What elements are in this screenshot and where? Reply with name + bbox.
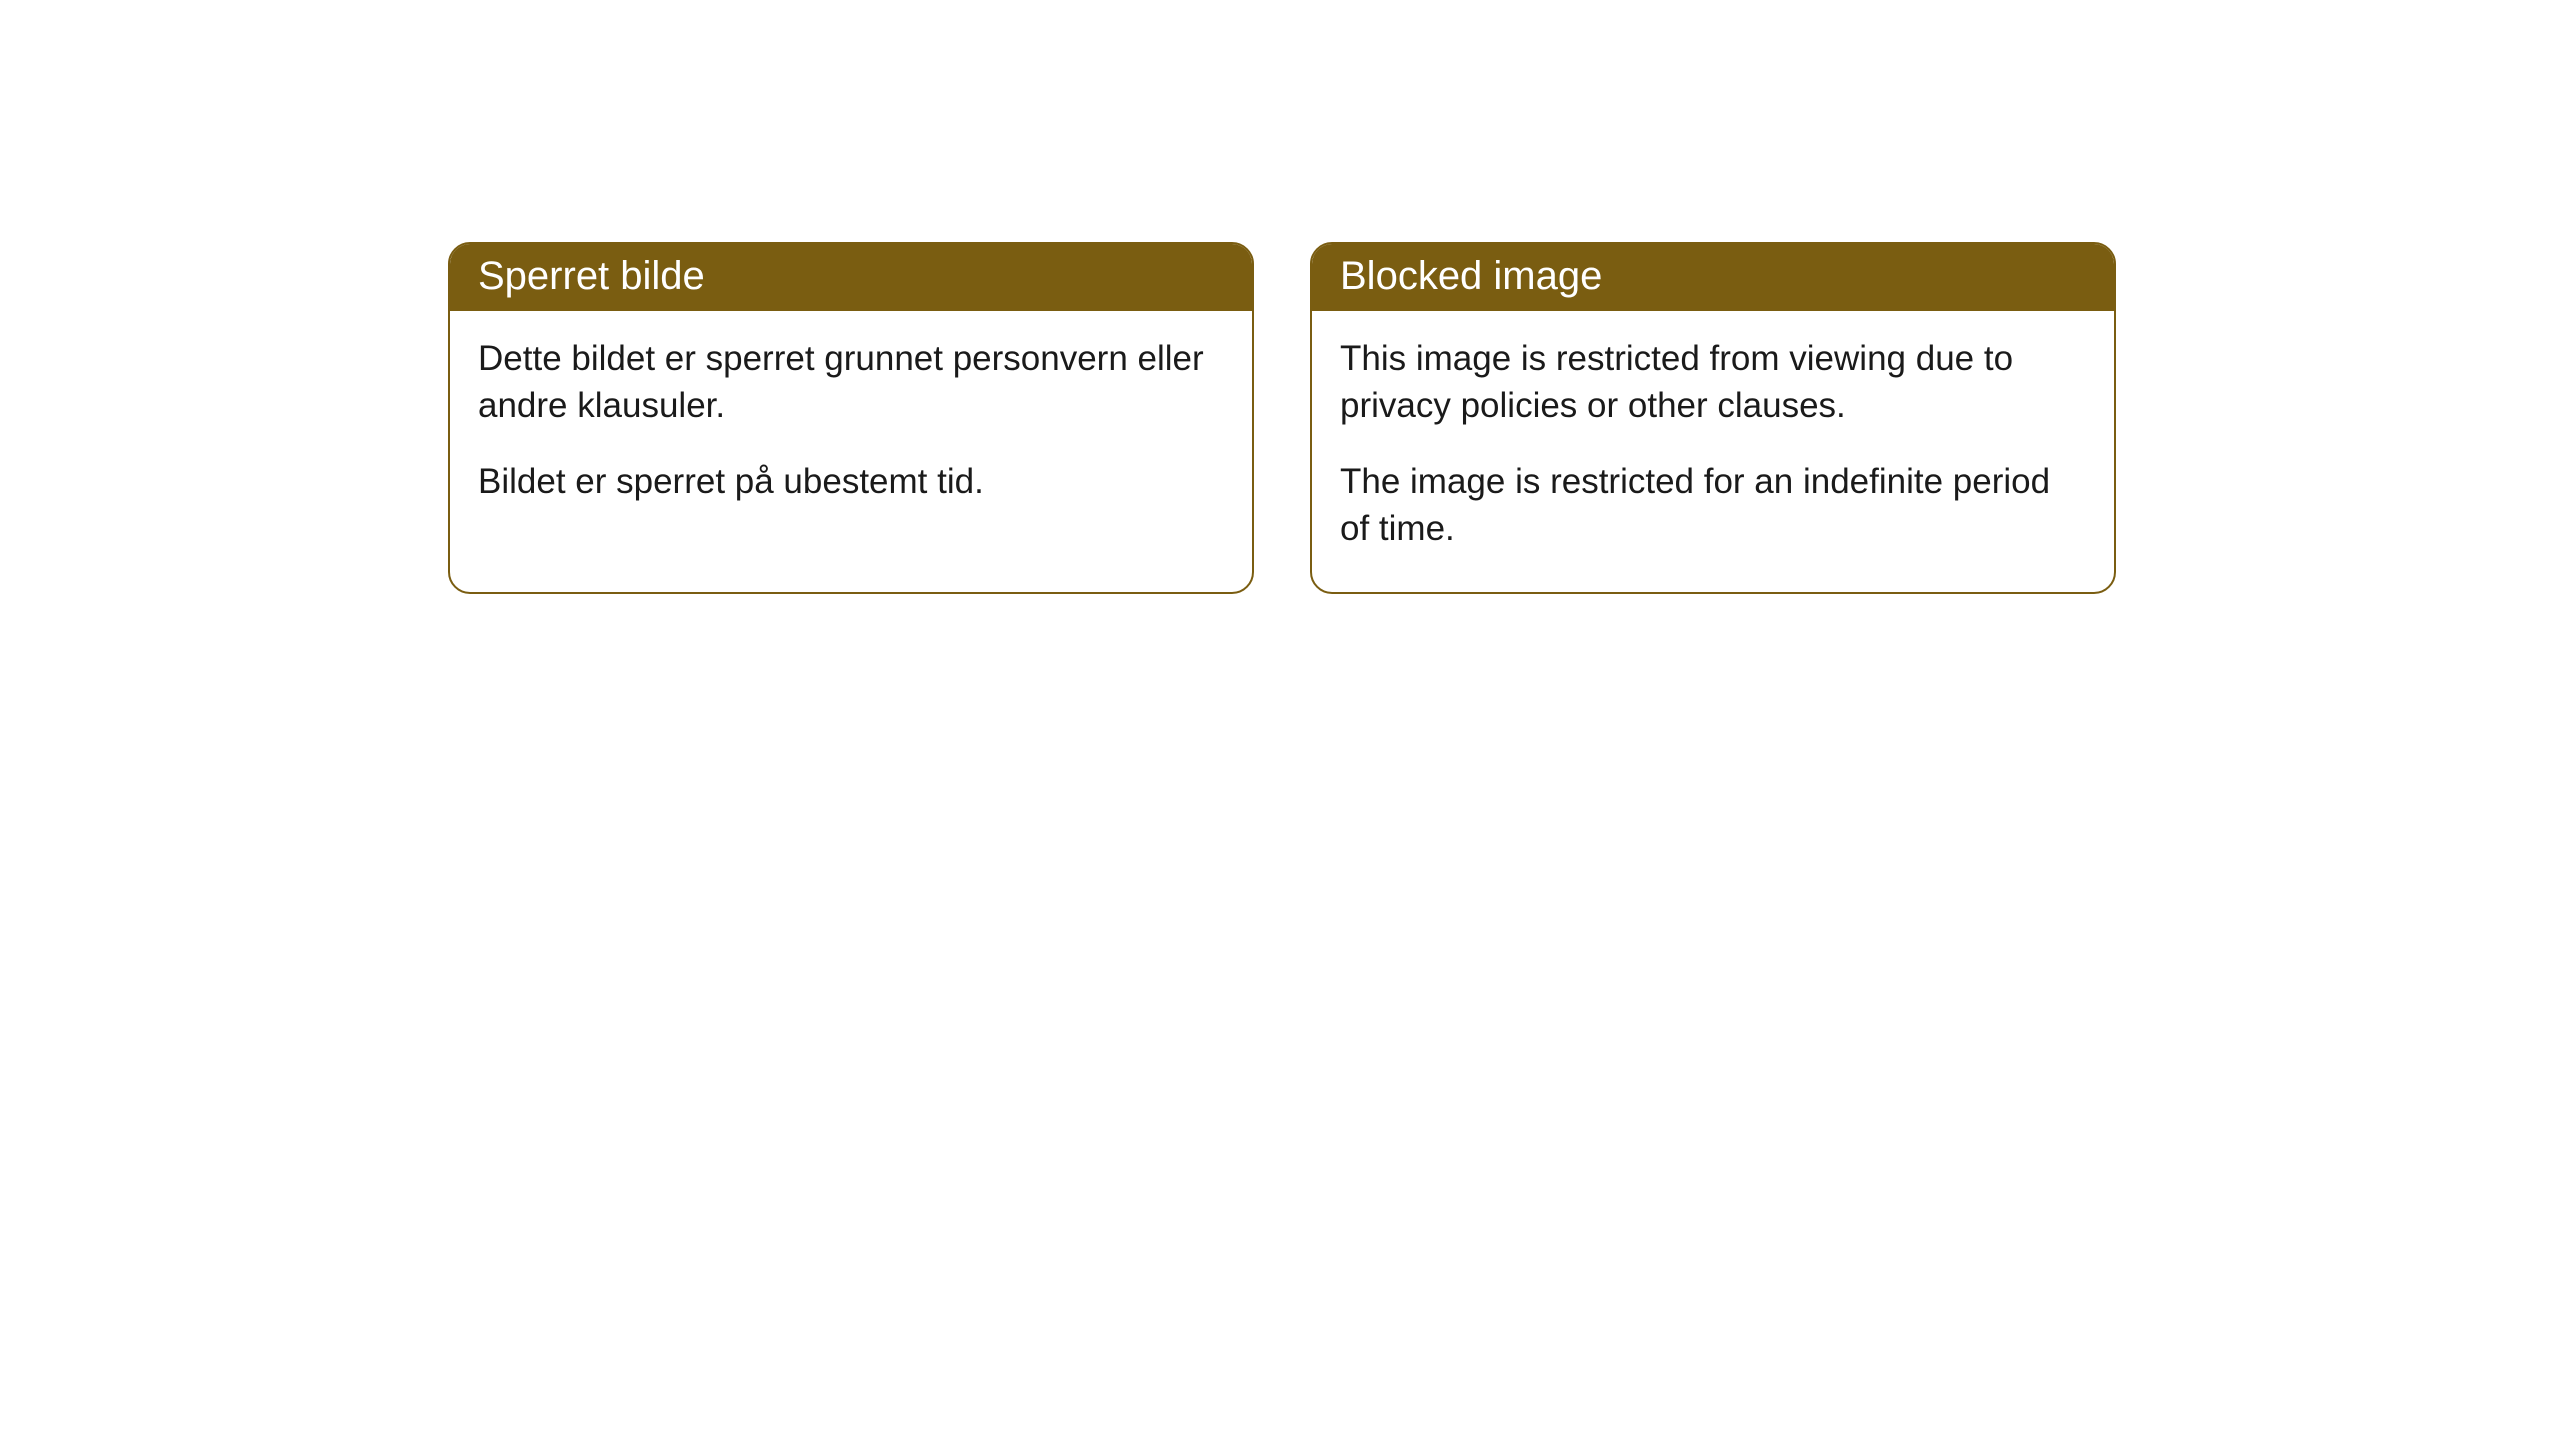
blocked-image-card-english: Blocked image This image is restricted f… xyxy=(1310,242,2116,594)
blocked-image-card-norwegian: Sperret bilde Dette bildet er sperret gr… xyxy=(448,242,1254,594)
card-body-english: This image is restricted from viewing du… xyxy=(1312,311,2114,592)
card-title: Blocked image xyxy=(1340,254,1602,298)
card-paragraph-2: Bildet er sperret på ubestemt tid. xyxy=(478,458,1224,505)
card-body-norwegian: Dette bildet er sperret grunnet personve… xyxy=(450,311,1252,545)
notice-container: Sperret bilde Dette bildet er sperret gr… xyxy=(0,0,2560,594)
card-header-english: Blocked image xyxy=(1312,244,2114,311)
card-header-norwegian: Sperret bilde xyxy=(450,244,1252,311)
card-paragraph-1: This image is restricted from viewing du… xyxy=(1340,335,2086,430)
card-paragraph-2: The image is restricted for an indefinit… xyxy=(1340,458,2086,553)
card-title: Sperret bilde xyxy=(478,254,705,298)
card-paragraph-1: Dette bildet er sperret grunnet personve… xyxy=(478,335,1224,430)
